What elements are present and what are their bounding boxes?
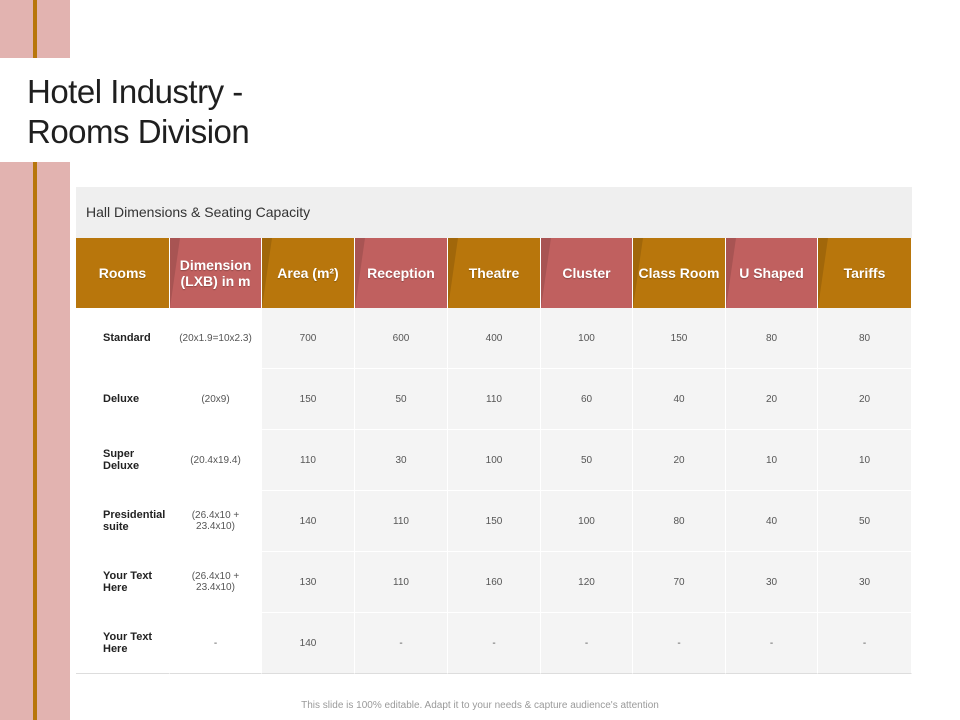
table-row: Your Text Here -140- - - - - - bbox=[76, 613, 912, 674]
table-cell: 30 bbox=[355, 430, 448, 491]
table-cell: 100 bbox=[541, 308, 633, 369]
table-row: Super Deluxe (20.4x19.4) 110 30 100 50 20 10 10 bbox=[76, 430, 912, 491]
column-header: Theatre bbox=[448, 238, 541, 308]
table-cell: 50 bbox=[818, 491, 912, 552]
table-cell: 30 bbox=[726, 552, 818, 613]
column-header: U Shaped bbox=[726, 238, 818, 308]
table-cell: - bbox=[541, 613, 633, 674]
table-cell: 140 bbox=[262, 491, 355, 552]
header-fold-accent bbox=[448, 238, 458, 308]
table-cell: 50 bbox=[541, 430, 633, 491]
table-cell: 150 bbox=[448, 491, 541, 552]
column-header: Reception bbox=[355, 238, 448, 308]
table-row: Deluxe (20x9) 150 50 110 60 40 20 20 bbox=[76, 369, 912, 430]
table-row: Your Text Here (26.4x10 + 23.4x10) 130 110 1… bbox=[76, 552, 912, 613]
table-cell: 10 bbox=[726, 430, 818, 491]
table-cell: 110 bbox=[262, 430, 355, 491]
column-header: Area (m²) bbox=[262, 238, 355, 308]
column-header-label: U Shaped bbox=[739, 265, 804, 281]
table-cell: - bbox=[818, 613, 912, 674]
table-cell: - bbox=[633, 613, 726, 674]
table-caption: Hall Dimensions & Seating Capacity bbox=[76, 187, 912, 238]
table-cell: (26.4x10 + 23.4x10) bbox=[170, 491, 262, 552]
table-cell: 20 bbox=[818, 369, 912, 430]
table-cell: 400 bbox=[448, 308, 541, 369]
row-label: Presidential suite bbox=[76, 491, 170, 552]
title-box bbox=[0, 58, 290, 162]
footer-note: This slide is 100% editable. Adapt it to… bbox=[301, 700, 659, 711]
table-cell: 110 bbox=[448, 369, 541, 430]
table-cell: 150 bbox=[633, 308, 726, 369]
column-header-label: Class Room bbox=[638, 265, 720, 281]
header-fold-accent bbox=[355, 238, 365, 308]
table-body: Standard (20x1.9=10x2.3) 700 600 400 100 150 80… bbox=[76, 308, 912, 674]
table-cell: (26.4x10 + 23.4x10) bbox=[170, 552, 262, 613]
page-title-line-2: Rooms Division bbox=[27, 113, 250, 150]
header-fold-accent bbox=[262, 238, 272, 308]
table-cell: 120 bbox=[541, 552, 633, 613]
column-header: Cluster bbox=[541, 238, 633, 308]
column-header-label: Theatre bbox=[468, 265, 520, 281]
table-header-row: Rooms Dimension (LXB) in m Area (m²) Recept… bbox=[76, 238, 912, 308]
column-header: Rooms bbox=[76, 238, 170, 308]
table-cell: 40 bbox=[633, 369, 726, 430]
header-fold-accent bbox=[170, 238, 180, 308]
table-cell: - bbox=[448, 613, 541, 674]
row-label: Your Text Here bbox=[76, 552, 170, 613]
table-cell: 110 bbox=[355, 552, 448, 613]
table-cell: 30 bbox=[818, 552, 912, 613]
side-accent-line bbox=[33, 0, 37, 720]
row-label: Super Deluxe bbox=[76, 430, 170, 491]
column-header-label: Cluster bbox=[562, 265, 611, 281]
table-cell: 700 bbox=[262, 308, 355, 369]
header-fold-accent bbox=[818, 238, 828, 308]
table-cell: 160 bbox=[448, 552, 541, 613]
table-cell: - bbox=[355, 613, 448, 674]
header-fold-accent bbox=[726, 238, 736, 308]
table-cell: - bbox=[170, 613, 262, 674]
table-row: Presidential suite (26.4x10 + 23.4x10) 140… bbox=[76, 491, 912, 552]
column-header-label: Rooms bbox=[98, 265, 147, 281]
table-cell: 40 bbox=[726, 491, 818, 552]
row-label: Your Text Here bbox=[76, 613, 170, 674]
column-header: Tariffs bbox=[818, 238, 912, 308]
page-title-line-1: Hotel Industry - bbox=[27, 73, 243, 110]
column-header-label: Area (m²) bbox=[277, 265, 339, 281]
table-cell: (20.4x19.4) bbox=[170, 430, 262, 491]
table-cell: 10 bbox=[818, 430, 912, 491]
table-cell: 110 bbox=[355, 491, 448, 552]
column-header-label: Dimension (LXB) in m bbox=[179, 257, 252, 289]
column-header-label: Tariffs bbox=[843, 265, 886, 281]
table-cell: 140 bbox=[262, 613, 355, 674]
table-cell: 80 bbox=[633, 491, 726, 552]
table-cell: 80 bbox=[818, 308, 912, 369]
page-title: Hotel Industry - Rooms Division bbox=[27, 72, 250, 152]
column-header: Dimension (LXB) in m bbox=[170, 238, 262, 308]
table-cell: 600 bbox=[355, 308, 448, 369]
table-cell: - bbox=[726, 613, 818, 674]
column-header: Class Room bbox=[633, 238, 726, 308]
table-caption-text: Hall Dimensions & Seating Capacity bbox=[86, 204, 311, 220]
capacity-table: Rooms Dimension (LXB) in m Area (m²) Recept… bbox=[76, 238, 912, 674]
table-cell: 80 bbox=[726, 308, 818, 369]
table-cell: 20 bbox=[726, 369, 818, 430]
table-cell: 130 bbox=[262, 552, 355, 613]
table-cell: 50 bbox=[355, 369, 448, 430]
table-cell: (20x9) bbox=[170, 369, 262, 430]
header-fold-accent bbox=[541, 238, 551, 308]
table-cell: 60 bbox=[541, 369, 633, 430]
table-cell: 150 bbox=[262, 369, 355, 430]
row-label: Deluxe bbox=[76, 369, 170, 430]
table-cell: 100 bbox=[448, 430, 541, 491]
header-fold-accent bbox=[633, 238, 643, 308]
table-cell: 70 bbox=[633, 552, 726, 613]
table-row: Standard (20x1.9=10x2.3) 700 600 400 100 150 80… bbox=[76, 308, 912, 369]
table-cell: (20x1.9=10x2.3) bbox=[170, 308, 262, 369]
table-cell: 20 bbox=[633, 430, 726, 491]
table-cell: 100 bbox=[541, 491, 633, 552]
column-header-label: Reception bbox=[367, 265, 435, 281]
row-label: Standard bbox=[76, 308, 170, 369]
